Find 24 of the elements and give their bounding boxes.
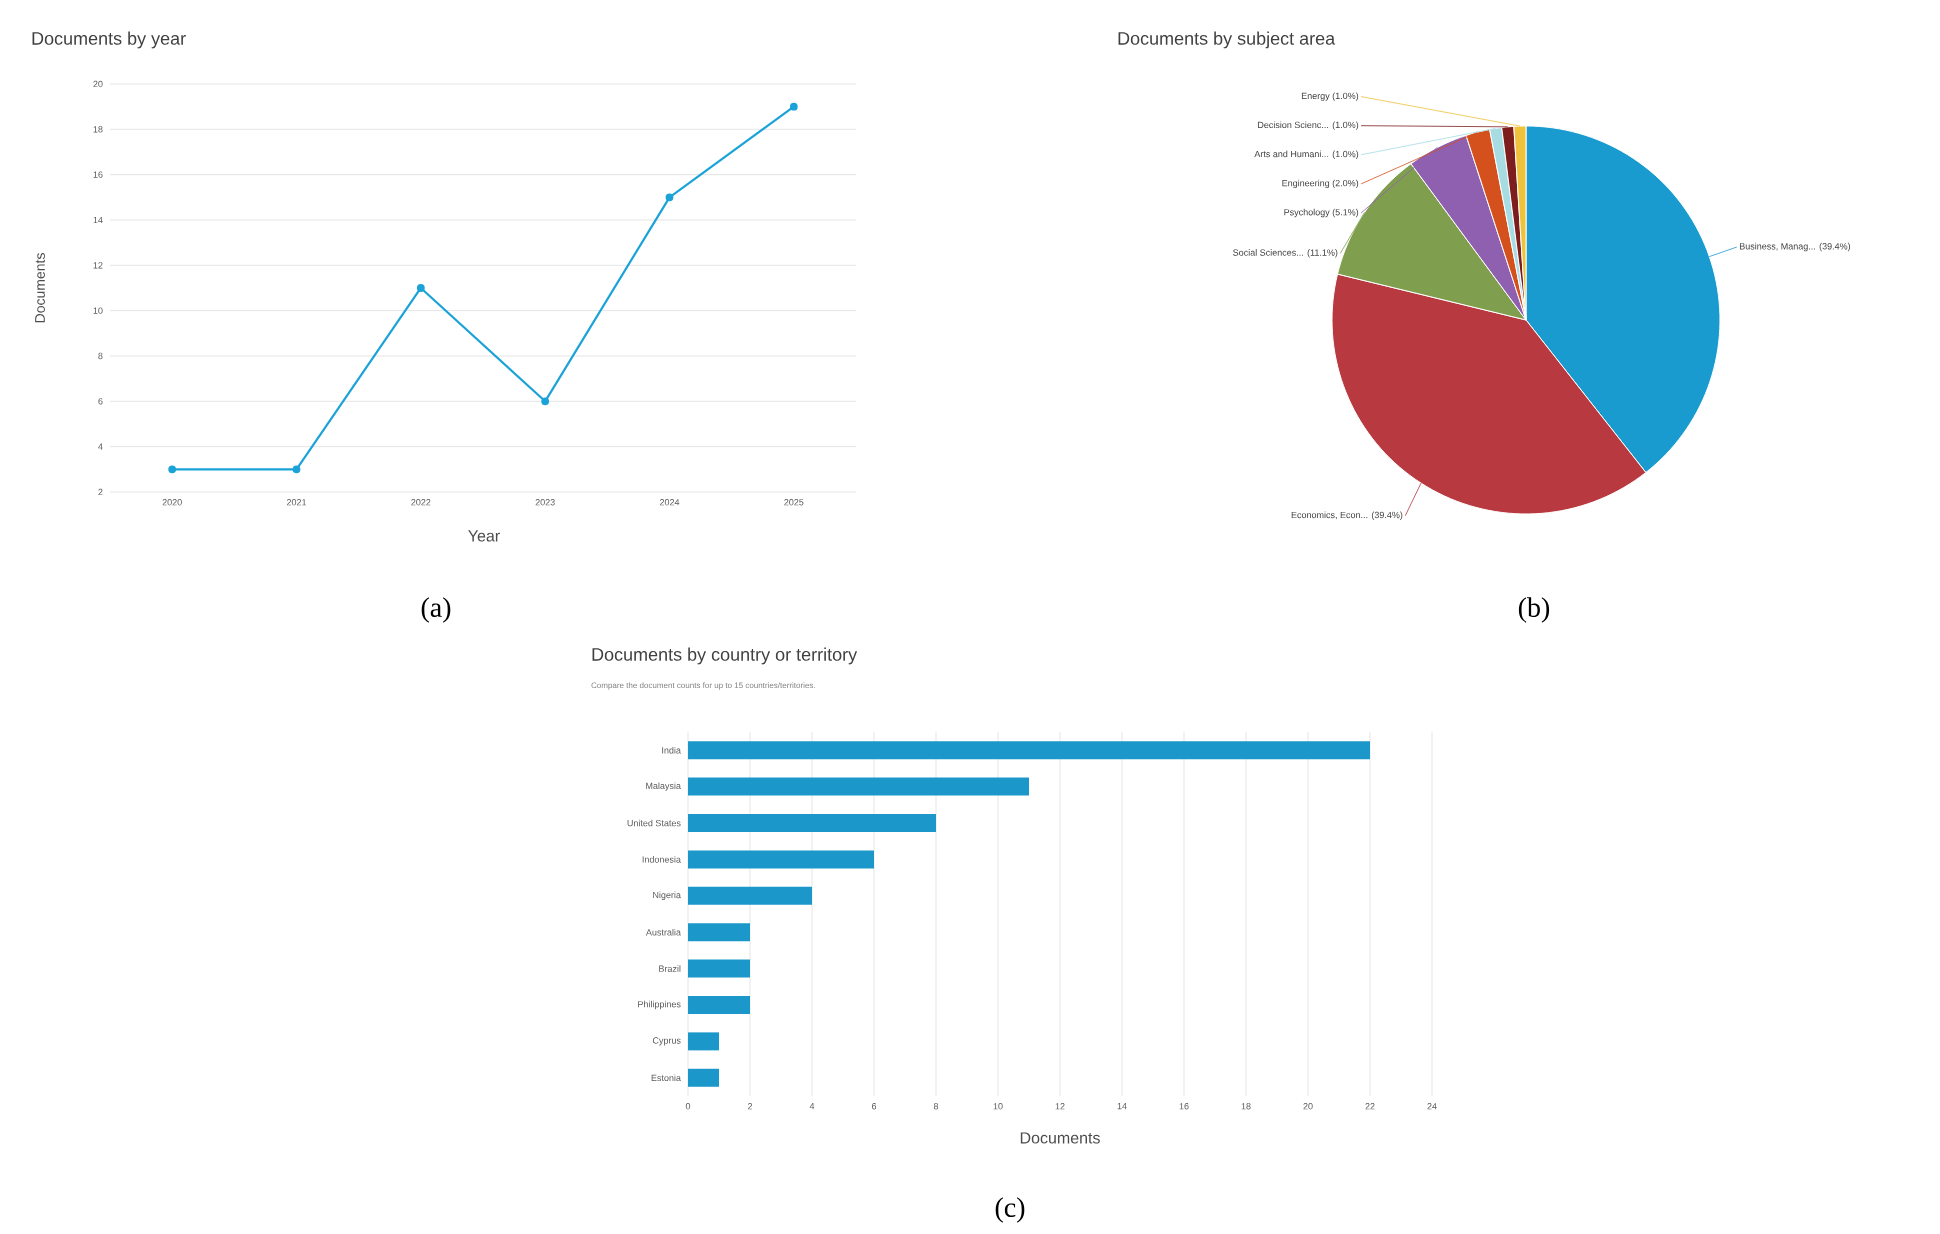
x-axis-title: Documents	[1020, 1132, 1100, 1144]
bar	[688, 813, 937, 832]
bar	[688, 995, 751, 1014]
bar	[688, 741, 1370, 760]
bar	[688, 923, 751, 942]
x-axis-title: Year	[468, 530, 500, 542]
point	[541, 397, 550, 406]
bar	[688, 1032, 720, 1051]
chart-title: Documents by year	[32, 31, 186, 49]
point	[416, 284, 425, 292]
bar	[688, 886, 813, 905]
point	[665, 193, 674, 202]
bar	[688, 850, 875, 869]
point	[168, 465, 177, 474]
text: (a)	[421, 597, 451, 623]
bar	[688, 1068, 720, 1087]
text: (b)	[1518, 597, 1550, 623]
point	[789, 102, 798, 111]
chart-title: Documents by subject area	[1118, 31, 1336, 49]
text: (c)	[995, 1197, 1025, 1223]
point	[292, 465, 301, 474]
bar	[688, 777, 1029, 796]
chart-title: Documents by country or territory	[592, 647, 858, 665]
bar	[688, 959, 751, 978]
